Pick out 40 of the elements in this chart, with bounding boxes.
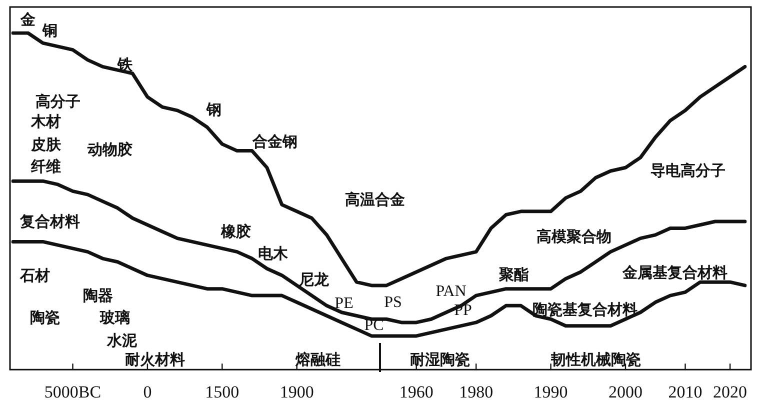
annotation: 复合材料 — [20, 212, 80, 230]
annotation: 熔融硅 — [296, 350, 340, 368]
annotation: 电木 — [258, 244, 288, 262]
annotation: 高分子 — [36, 92, 80, 110]
annotation: 韧性机械陶瓷 — [551, 350, 641, 368]
x-tick-label: 1960 — [399, 382, 434, 402]
annotation: 水泥 — [107, 332, 137, 350]
annotation: 橡胶 — [221, 222, 251, 240]
annotation: 耐湿陶瓷 — [410, 350, 470, 368]
x-tick-label: 1900 — [280, 382, 314, 402]
annotation: 合金钢 — [252, 132, 298, 150]
x-tick-label: 2000 — [608, 382, 642, 402]
annotation: 皮肤 — [31, 136, 61, 154]
annotation: 木材 — [31, 112, 61, 130]
x-tick-label: 1990 — [534, 382, 568, 402]
annotation: 聚酯 — [499, 266, 529, 284]
annotation: 石材 — [20, 266, 50, 284]
annotation: 高模聚合物 — [536, 228, 612, 246]
x-tick-label: 1980 — [459, 382, 494, 402]
annotation: 陶瓷 — [30, 308, 60, 326]
x-tick-label: 0 — [143, 382, 152, 402]
x-tick-label: 2020 — [713, 382, 748, 402]
annotation: 尼龙 — [299, 270, 329, 288]
annotation: 导电高分子 — [650, 162, 726, 180]
annotation: 动物胶 — [88, 140, 132, 158]
annotation: 钢 — [206, 100, 222, 118]
x-tick-label: 5000BC — [44, 382, 102, 402]
annotation: 铜 — [42, 22, 58, 40]
annotation: 高温合金 — [345, 190, 405, 208]
annotation: PS — [384, 294, 402, 311]
annotation: 金属基复合材料 — [622, 264, 728, 282]
annotation: 耐火材料 — [125, 350, 185, 368]
text: 金 — [20, 10, 36, 28]
x-tick-label: 2010 — [668, 382, 702, 402]
annotation: 玻璃 — [100, 308, 130, 326]
annotation: 纤维 — [31, 158, 61, 176]
annotation: 陶器 — [83, 286, 113, 304]
annotation: PAN — [436, 283, 466, 300]
x-tick-label: 1500 — [205, 382, 240, 402]
annotation: PE — [334, 295, 354, 312]
